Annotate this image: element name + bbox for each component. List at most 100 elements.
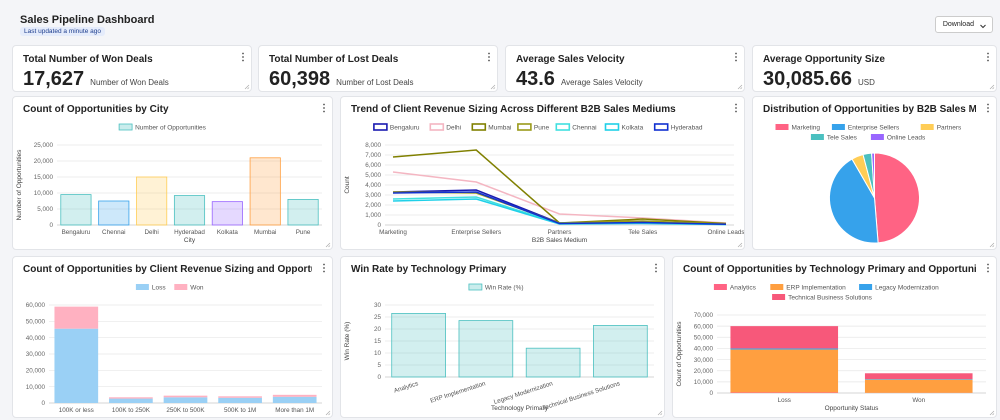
y-tick-label: 25,000 bbox=[34, 142, 54, 149]
bar-segment bbox=[730, 349, 839, 393]
x-tick-label: More than 1M bbox=[275, 407, 314, 414]
x-axis-title: B2B Sales Medium bbox=[532, 237, 587, 244]
y-tick-label: 3,000 bbox=[365, 192, 381, 199]
chart: Marketing Enterprise Sellers Partners Tele … bbox=[775, 124, 962, 244]
x-tick-label: Won bbox=[912, 397, 925, 404]
legend-label: Chennai bbox=[572, 124, 596, 131]
bar-segment bbox=[272, 396, 317, 403]
resize-mark bbox=[989, 84, 995, 90]
legend-swatch bbox=[775, 124, 789, 130]
x-tick-label: Tele Sales bbox=[628, 229, 657, 236]
menu-dot bbox=[735, 52, 737, 55]
menu-icon[interactable] bbox=[241, 52, 245, 62]
legend-swatch bbox=[471, 123, 487, 131]
download-button[interactable]: Download bbox=[934, 16, 993, 33]
x-tick-label: Loss bbox=[778, 397, 791, 404]
line-series bbox=[392, 149, 727, 225]
pie-slice bbox=[829, 158, 879, 244]
chart-panel: Trend of Client Revenue Sizing Across Di… bbox=[340, 96, 745, 250]
page-title: Sales Pipeline Dashboard bbox=[20, 14, 155, 26]
legend-label: Delhi bbox=[446, 124, 461, 131]
bar bbox=[249, 157, 281, 226]
chart-panel: Distribution of Opportunities by B2B Sal… bbox=[752, 96, 997, 250]
kpi-label: Average Sales Velocity bbox=[560, 78, 643, 87]
y-tick-label: 5,000 bbox=[365, 172, 381, 179]
menu-dot bbox=[987, 107, 989, 109]
chart-title: Count of Opportunities by City bbox=[23, 104, 169, 115]
menu-dot bbox=[488, 52, 490, 55]
kpi-title: Average Sales Velocity bbox=[516, 54, 625, 65]
kpi-value: 60,398 bbox=[269, 68, 331, 90]
legend-swatch bbox=[810, 134, 824, 140]
y-tick-label: 0 bbox=[377, 222, 381, 229]
legend-swatch bbox=[870, 134, 884, 140]
menu-icon[interactable] bbox=[986, 52, 990, 62]
menu-dot bbox=[987, 110, 989, 113]
bar-segment bbox=[730, 326, 839, 349]
legend-label: Tele Sales bbox=[827, 134, 858, 141]
x-tick-label: Analytics bbox=[393, 380, 419, 394]
menu-icon[interactable] bbox=[322, 103, 326, 113]
kpi-card: Average Sales Velocity 43.6 Average Sales … bbox=[505, 45, 745, 92]
bar bbox=[593, 325, 648, 378]
menu-icon[interactable] bbox=[986, 263, 990, 273]
menu-dot bbox=[655, 267, 657, 269]
kpi-card: Total Number of Lost Deals 60,398 Number o… bbox=[258, 45, 498, 92]
kpi-title: Total Number of Won Deals bbox=[23, 54, 153, 65]
bar-segment bbox=[218, 397, 262, 403]
resize-mark bbox=[490, 84, 496, 90]
y-tick-label: 20,000 bbox=[26, 368, 46, 375]
resize-mark bbox=[989, 242, 995, 248]
y-tick-label: 4,000 bbox=[365, 182, 381, 189]
menu-dot bbox=[655, 263, 657, 266]
legend-label: Bengaluru bbox=[390, 124, 420, 131]
y-tick-label: 0 bbox=[41, 400, 45, 407]
x-axis-title: City bbox=[184, 237, 196, 244]
y-tick-label: 25 bbox=[374, 314, 382, 321]
bar-segment bbox=[109, 397, 153, 399]
bar bbox=[287, 199, 319, 226]
legend-label: Technical Business Solutions bbox=[788, 294, 873, 301]
resize-handle bbox=[657, 410, 663, 416]
menu-dot bbox=[323, 267, 325, 269]
x-tick-label: Partners bbox=[548, 229, 572, 236]
kpi-value: 30,085.66 bbox=[763, 68, 852, 90]
menu-dot bbox=[987, 267, 989, 269]
legend-label: Win Rate (%) bbox=[485, 284, 524, 291]
x-tick-label: Kolkata bbox=[217, 229, 239, 236]
y-tick-label: 15,000 bbox=[34, 174, 54, 181]
x-tick-label: Bengaluru bbox=[62, 229, 91, 236]
x-tick-label: 500K to 1M bbox=[224, 407, 256, 414]
y-axis-title: Number of Opportunities bbox=[16, 149, 23, 221]
y-tick-label: 6,000 bbox=[365, 162, 381, 169]
chart: Analytics ERP Implementation Legacy Modern… bbox=[676, 284, 986, 412]
line-series bbox=[392, 171, 727, 224]
x-tick-label: Mumbai bbox=[254, 229, 276, 236]
menu-dot bbox=[242, 52, 244, 55]
y-tick-label: 20 bbox=[374, 326, 382, 333]
menu-icon[interactable] bbox=[986, 103, 990, 113]
menu-icon[interactable] bbox=[487, 52, 491, 62]
y-tick-label: 0 bbox=[709, 390, 713, 397]
menu-dot bbox=[987, 59, 989, 62]
menu-dot bbox=[735, 110, 737, 113]
kpi-row: 30,085.66 USD bbox=[763, 68, 875, 91]
menu-icon[interactable] bbox=[654, 263, 658, 273]
bar bbox=[525, 347, 581, 378]
y-tick-label: 70,000 bbox=[694, 312, 714, 319]
menu-icon[interactable] bbox=[734, 103, 738, 113]
resize-mark bbox=[737, 84, 743, 90]
menu-dot bbox=[987, 263, 989, 266]
legend-label: Pune bbox=[534, 124, 550, 131]
menu-dot bbox=[323, 107, 325, 109]
legend-label: Hyderabad bbox=[671, 124, 703, 131]
menu-icon[interactable] bbox=[322, 263, 326, 273]
bar-segment bbox=[54, 306, 99, 329]
menu-icon[interactable] bbox=[734, 52, 738, 62]
menu-dot bbox=[655, 270, 657, 273]
menu-dot bbox=[488, 59, 490, 62]
x-tick-label: 250K to 500K bbox=[166, 407, 205, 414]
menu-dot bbox=[987, 103, 989, 106]
bar bbox=[211, 201, 243, 226]
